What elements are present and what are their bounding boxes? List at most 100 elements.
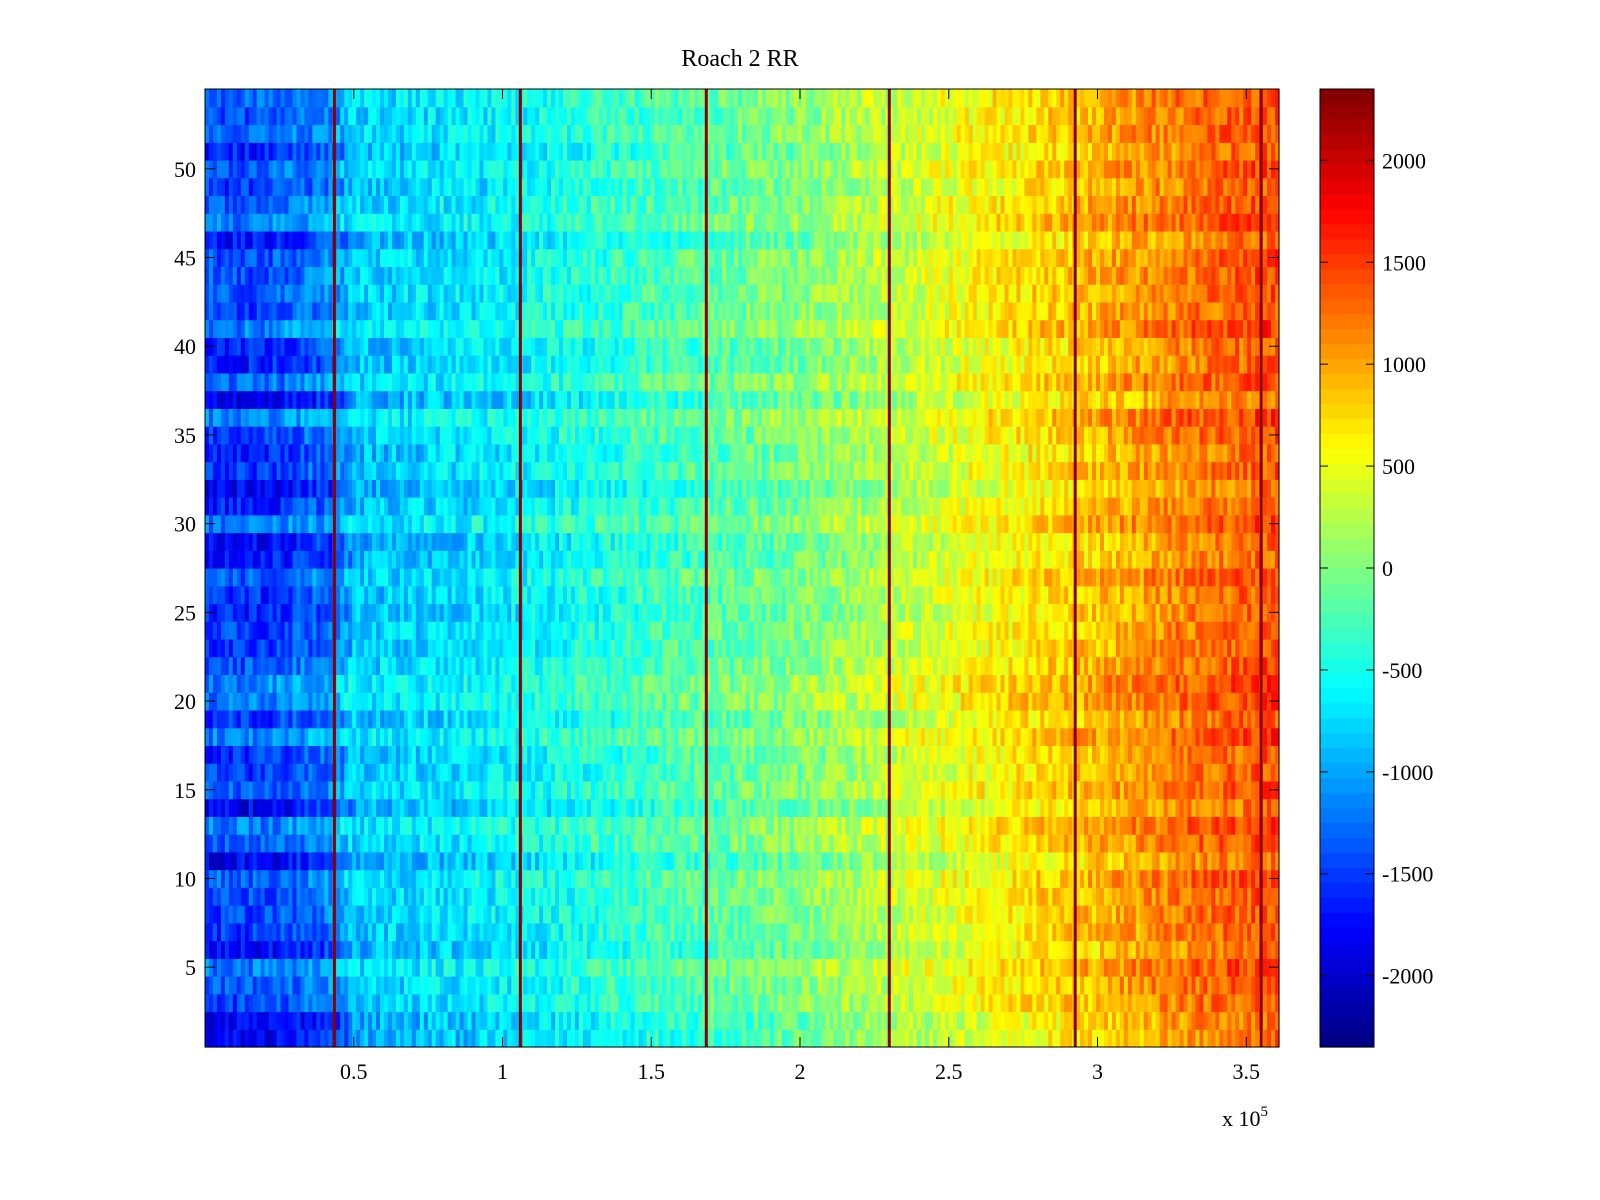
heatmap-cell [471,869,477,888]
heatmap-cell [451,745,457,764]
heatmap-cell [714,727,719,747]
heatmap-cell [1199,1011,1205,1030]
heatmap-cell [602,887,608,906]
heatmap-cell [1179,976,1185,995]
heatmap-cell [1127,798,1133,817]
heatmap-cell [654,709,660,729]
heatmap-cell [1044,1011,1049,1030]
heatmap-cell [742,958,747,977]
heatmap-cell [570,905,576,924]
heatmap-cell [658,887,664,906]
heatmap-cell [718,727,723,747]
heatmap-cell [805,869,811,888]
heatmap-cell [614,745,620,764]
heatmap-cell [753,834,759,853]
heatmap-cell [1100,816,1105,835]
heatmap-cell [757,763,763,782]
heatmap-cell [614,727,620,747]
heatmap-cell [551,745,556,764]
heatmap-cell [1139,727,1145,747]
heatmap-cell [841,887,847,906]
heatmap-cell [224,834,230,853]
heatmap-cell [220,763,226,782]
heatmap-cell [881,993,886,1013]
heatmap-cell [551,1011,556,1030]
heatmap-cell [1243,905,1248,924]
heatmap-cell [761,1011,767,1030]
heatmap-cell [208,727,214,747]
heatmap-cell [976,1011,982,1030]
heatmap-cell [563,1029,568,1048]
heatmap-cell [662,851,668,871]
heatmap-cell [551,905,556,924]
heatmap-cell [602,816,608,835]
heatmap-cell [1004,727,1010,747]
heatmap-cell [423,834,429,853]
heatmap-cell [893,869,898,888]
heatmap-cell [324,834,329,853]
heatmap-cell [893,1029,898,1048]
heatmap-cell [228,851,234,871]
heatmap-cell [1219,993,1224,1013]
heatmap-cell [1111,905,1117,924]
heatmap-cell [356,887,361,906]
heatmap-cell [606,727,612,747]
heatmap-cell [320,922,325,942]
heatmap-cell [300,1029,306,1048]
heatmap-cell [614,798,620,817]
heatmap-cell [443,976,449,995]
heatmap-cell [1171,869,1177,888]
heatmap-cell [682,976,687,995]
heatmap-cell [376,709,381,729]
heatmap-cell [208,940,214,959]
heatmap-cell [228,869,234,888]
heatmap-cell [813,816,819,835]
heatmap-cell [885,887,890,906]
heatmap-cell [714,958,719,977]
heatmap-cell [682,798,687,817]
heatmap-cell [256,940,262,959]
heatmap-cell [757,745,763,764]
heatmap-cell [463,922,469,942]
heatmap-cell [1143,745,1149,764]
heatmap-cell [1131,727,1137,747]
heatmap-cell [702,763,707,782]
heatmap-cell [1155,869,1161,888]
heatmap-cell [614,887,620,906]
heatmap-cell [1107,745,1113,764]
heatmap-cell [336,709,341,729]
heatmap-cell [869,834,874,853]
heatmap-cell [626,727,632,747]
heatmap-cell [1008,798,1014,817]
heatmap-cell [1092,869,1097,888]
heatmap-cell [626,993,632,1013]
heatmap-cell [566,745,572,764]
heatmap-cell [889,922,894,942]
heatmap-cell [1040,798,1045,817]
heatmap-cell [881,763,886,782]
heatmap-cell [563,727,568,747]
heatmap-cell [1179,993,1185,1013]
heatmap-cell [1227,887,1232,906]
heatmap-cell [992,869,998,888]
heatmap-cell [622,976,628,995]
heatmap-cell [1036,993,1041,1013]
heatmap-cell [272,834,278,853]
heatmap-cell [260,976,266,995]
heatmap-cell [662,958,668,977]
heatmap-cell [463,851,469,871]
heatmap-cell [574,1011,580,1030]
heatmap-cell [765,851,771,871]
heatmap-cell [698,976,703,995]
heatmap-cell [590,745,596,764]
heatmap-cell [964,1029,970,1048]
heatmap-cell [475,745,481,764]
heatmap-cell [236,869,242,888]
heatmap-cell [610,745,616,764]
heatmap-cell [921,958,926,977]
heatmap-cell [336,922,341,942]
heatmap-cell [272,851,278,871]
heatmap-cell [1219,745,1224,764]
heatmap-cell [1239,905,1244,924]
heatmap-cell [773,993,779,1013]
